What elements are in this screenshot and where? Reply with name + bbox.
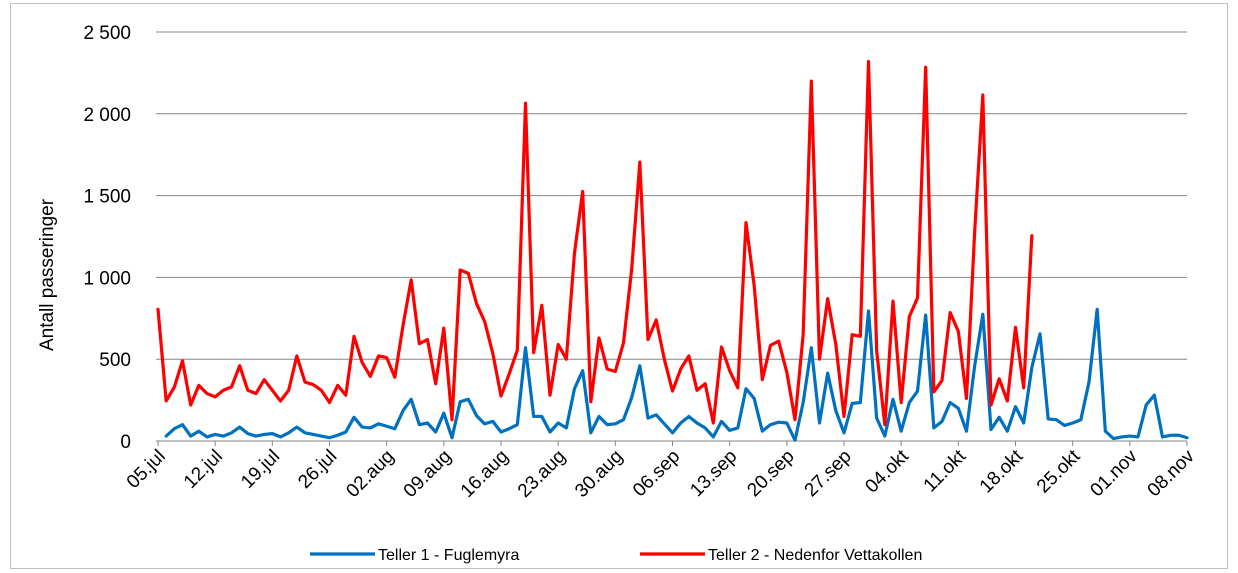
legend-label: Teller 1 - Fuglemyra <box>378 547 519 564</box>
y-tick-label: 500 <box>99 350 131 371</box>
x-tick-label: 18.okt <box>976 445 1028 497</box>
series-layer <box>156 59 1189 442</box>
y-tick-label: 1 500 <box>83 187 131 208</box>
x-tick-label: 20.sep <box>743 446 798 501</box>
y-tick-label: 2 500 <box>83 23 131 44</box>
y-axis-title: Antall passeringer <box>37 198 58 351</box>
x-tick-label: 27.sep <box>801 446 856 501</box>
x-tick-label: 13.sep <box>686 446 741 501</box>
x-tick-label: 08.nov <box>1144 446 1200 502</box>
x-tick-label: 09.aug <box>400 446 456 502</box>
x-tick-label: 11.okt <box>920 445 971 496</box>
x-tick-label: 26.jul <box>294 446 341 493</box>
legend: Teller 1 - Fuglemyra Teller 2 - Nedenfor … <box>310 547 922 564</box>
x-tick-label: 16.aug <box>457 446 513 502</box>
chart-frame <box>10 3 1228 569</box>
x-tick-label: 12.jul <box>180 446 227 493</box>
x-axis-tick-labels: 05.jul 12.jul 19.jul 26.jul 02.aug 09.aug 16.a… <box>123 445 1199 501</box>
y-tick-label: 2 000 <box>83 105 131 126</box>
series-line <box>156 59 1034 427</box>
legend-label: Teller 2 - Nedenfor Vettakollen <box>708 547 922 564</box>
x-tick-label: 23.aug <box>514 446 570 502</box>
y-tick-label: 1 000 <box>83 268 131 289</box>
gridlines <box>156 31 1187 360</box>
x-tick-label: 30.aug <box>571 446 627 502</box>
y-tick-label: 0 <box>120 432 131 453</box>
x-tick-label: 01.nov <box>1086 446 1142 502</box>
x-tick-label: 25.okt <box>1033 445 1085 497</box>
x-tick-label: 04.okt <box>861 445 913 497</box>
x-tick-label: 06.sep <box>629 446 684 501</box>
x-tick-label: 19.jul <box>237 446 284 493</box>
x-tick-label: 02.aug <box>342 446 398 502</box>
series-line <box>164 307 1189 442</box>
y-axis-tick-labels: 0 500 1 000 1 500 2 000 2 500 <box>83 23 131 453</box>
x-axis-tick-marks <box>157 441 1188 446</box>
